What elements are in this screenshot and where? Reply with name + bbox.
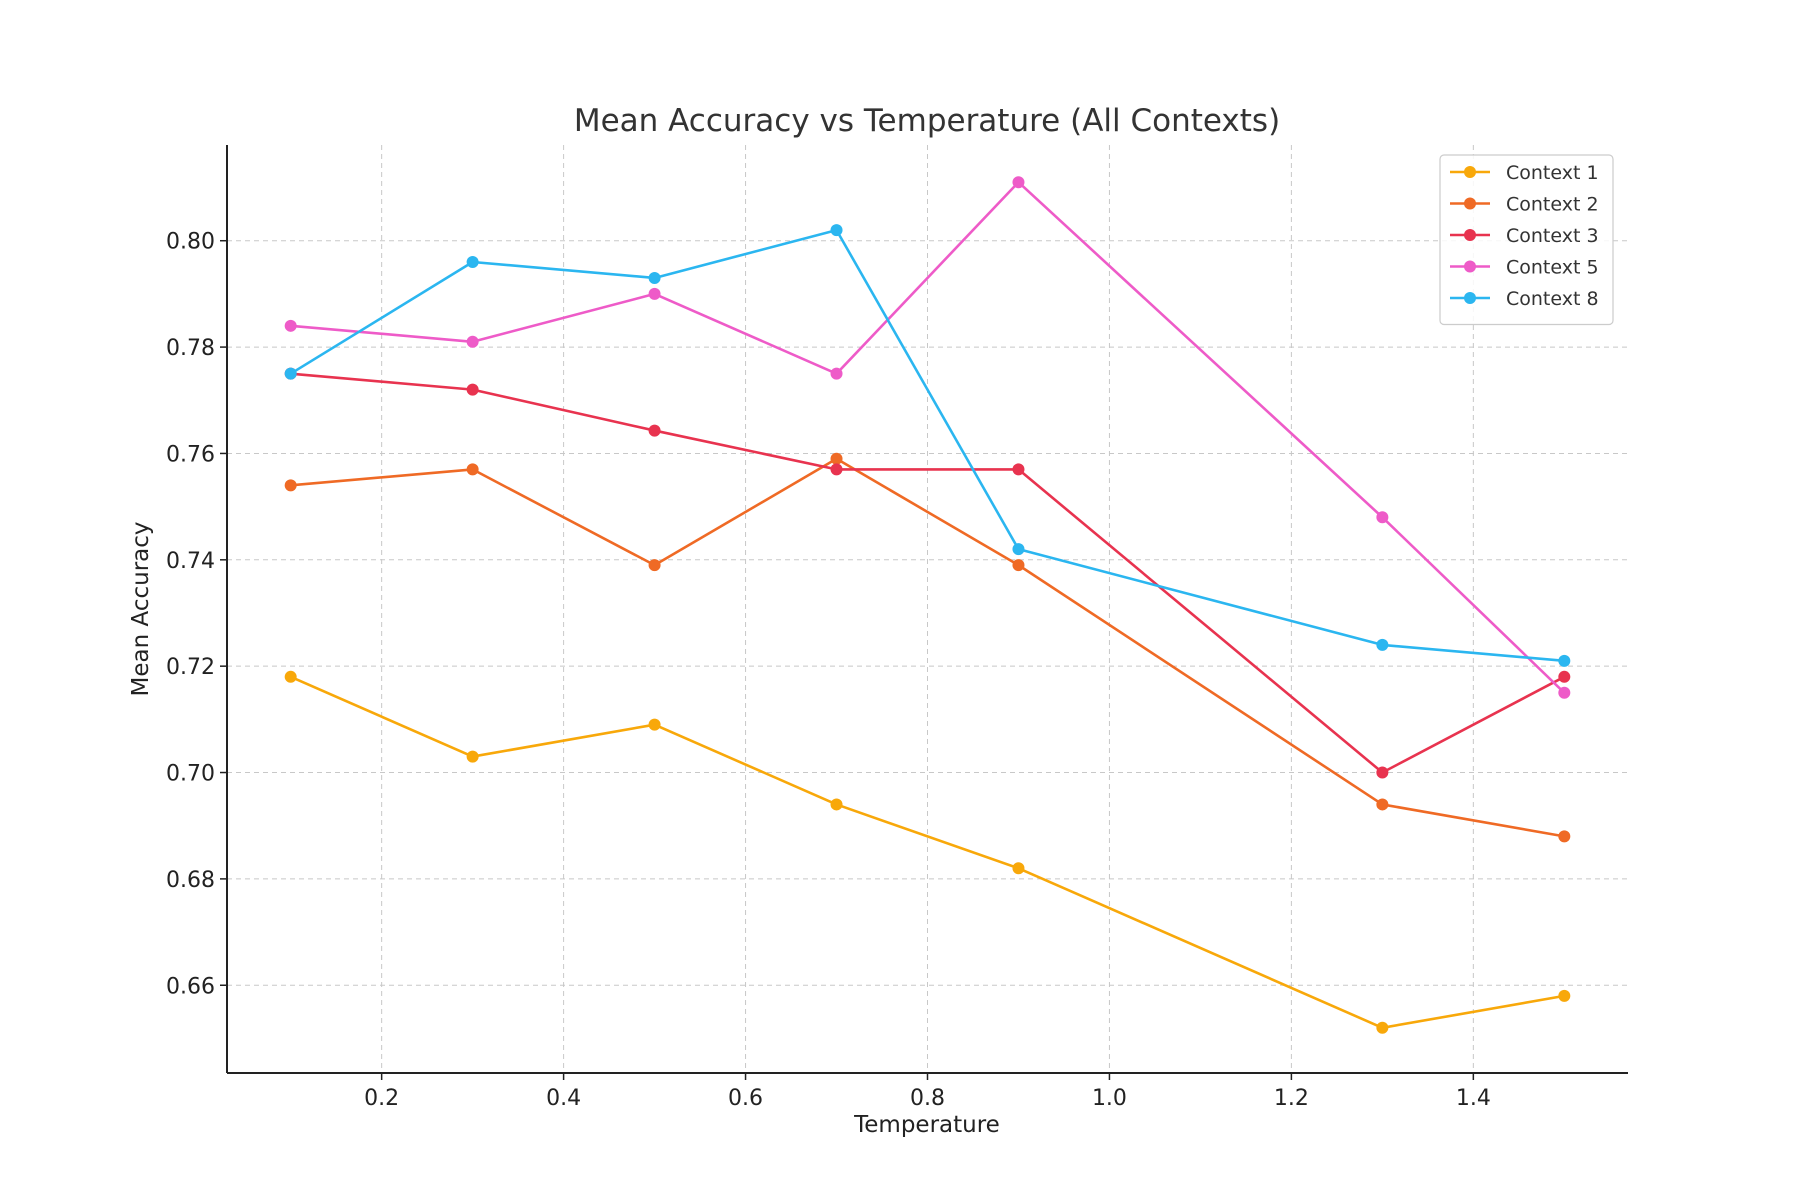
legend-item: Context 5: [1450, 257, 1599, 279]
y-tick-label: 0.68: [166, 868, 215, 893]
legend: Context 1 Context 2 Context 3 Context 5 Cont…: [1439, 154, 1614, 326]
legend-label: Context 3: [1506, 225, 1599, 247]
y-tick-label: 0.70: [166, 762, 215, 787]
y-tick-label: 0.74: [166, 549, 215, 574]
y-tick-label: 0.80: [166, 230, 215, 255]
x-tick-label: 0.2: [364, 1086, 399, 1111]
data-point: [1376, 798, 1389, 811]
data-point: [1558, 989, 1571, 1002]
series-4: [284, 176, 1571, 699]
data-point: [466, 383, 479, 396]
ticks: 0.2 0.4 0.6 0.8 1.0 1.2 1.4 0.66 0.68 0.70 0.72 0.7…: [166, 230, 1491, 1111]
series-group: [284, 176, 1571, 1034]
y-tick-label: 0.66: [166, 974, 215, 999]
data-point: [466, 335, 479, 348]
data-point: [648, 718, 661, 731]
y-axis-title: Mean Accuracy: [128, 522, 154, 697]
data-point: [1558, 654, 1571, 667]
data-point: [1012, 463, 1025, 476]
y-tick-label: 0.72: [166, 655, 215, 680]
data-point: [1558, 670, 1571, 683]
legend-swatch-marker: [1464, 229, 1476, 241]
legend-swatch-marker: [1464, 260, 1476, 273]
data-point: [830, 367, 843, 380]
data-point: [284, 479, 297, 492]
legend-box: [1439, 154, 1614, 326]
legend-item: Context 8: [1450, 288, 1599, 310]
legend-swatch-marker: [1464, 292, 1476, 304]
data-point: [284, 367, 297, 380]
legend-label: Context 8: [1506, 288, 1599, 310]
data-point: [466, 255, 479, 268]
data-point: [830, 798, 843, 811]
data-point: [830, 452, 843, 465]
data-point: [1558, 686, 1571, 699]
x-tick-label: 0.4: [546, 1086, 581, 1111]
legend-swatch-marker: [1464, 166, 1476, 178]
data-point: [1012, 176, 1025, 189]
series-2: [284, 452, 1571, 843]
data-point: [284, 670, 297, 683]
data-point: [1376, 1021, 1389, 1034]
data-point: [648, 271, 661, 284]
legend-item: Context 2: [1450, 194, 1599, 216]
data-point: [1376, 766, 1389, 779]
data-point: [1558, 830, 1571, 843]
x-axis-title: Temperature: [853, 1112, 1000, 1138]
data-point: [830, 463, 843, 476]
x-tick-label: 1.2: [1274, 1086, 1309, 1111]
data-point: [648, 287, 661, 300]
legend-label: Context 5: [1506, 257, 1599, 279]
data-point: [466, 750, 479, 763]
data-point: [648, 424, 661, 437]
data-point: [284, 319, 297, 332]
x-tick-label: 1.0: [1092, 1086, 1127, 1111]
series-1: [284, 670, 1571, 1034]
data-point: [466, 463, 479, 476]
data-point: [1376, 511, 1389, 524]
legend-item: Context 1: [1450, 162, 1599, 184]
data-point: [1376, 638, 1389, 651]
legend-label: Context 2: [1506, 194, 1599, 216]
x-tick-label: 1.4: [1456, 1086, 1491, 1111]
legend-item: Context 3: [1450, 225, 1599, 247]
y-tick-label: 0.78: [166, 336, 215, 361]
legend-swatch-marker: [1464, 197, 1476, 210]
data-point: [830, 224, 843, 237]
x-tick-label: 0.8: [910, 1086, 945, 1111]
chart-title: Mean Accuracy vs Temperature (All Contex…: [574, 103, 1280, 139]
data-point: [648, 559, 661, 572]
y-tick-label: 0.76: [166, 442, 215, 467]
x-tick-label: 0.6: [728, 1086, 763, 1111]
data-point: [1012, 862, 1025, 875]
data-point: [1012, 559, 1025, 572]
data-point: [1012, 543, 1025, 556]
legend-label: Context 1: [1506, 162, 1599, 184]
series-5: [284, 224, 1571, 667]
